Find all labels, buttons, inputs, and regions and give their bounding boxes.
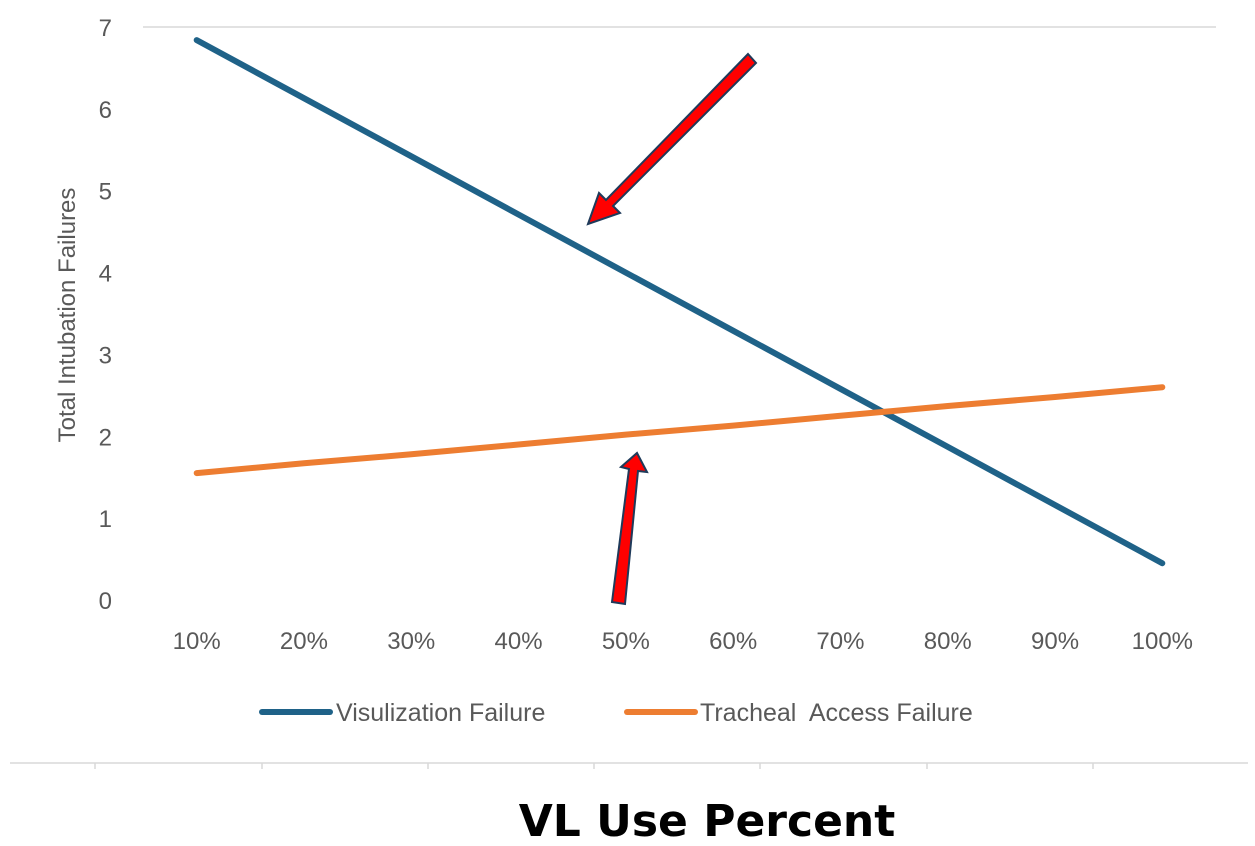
y-tick-label: 3	[99, 342, 112, 369]
legend-label-visualization: Visulization Failure	[336, 699, 545, 727]
x-tick-label: 20%	[280, 628, 328, 655]
red-arrow-down-left-icon	[586, 52, 758, 226]
x-tick-label: 30%	[387, 628, 435, 655]
series-layer	[193, 37, 1166, 567]
y-axis-title: Total Intubation Failures	[54, 188, 81, 443]
x-tick-label: 100%	[1132, 628, 1193, 655]
x-tick-label: 90%	[1031, 628, 1079, 655]
x-tick-label: 50%	[602, 628, 650, 655]
x-tick-labels: 10% 20% 30% 40% 50% 60% 70% 80% 90% 100%	[173, 628, 1193, 655]
series-line-tracheal-access-failure	[193, 384, 1166, 477]
y-tick-label: 2	[99, 424, 112, 451]
y-tick-label: 0	[99, 588, 112, 615]
legend-label-tracheal: Tracheal Access Failure	[700, 699, 973, 727]
x-tick-label: 40%	[495, 628, 543, 655]
y-tick-labels: 0 1 2 3 4 5 6 7	[99, 15, 112, 615]
x-tick-label: 80%	[924, 628, 972, 655]
x-tick-label: 10%	[173, 628, 221, 655]
legend: Visulization Failure Tracheal Access Fai…	[259, 699, 973, 727]
y-tick-label: 6	[99, 97, 112, 124]
x-axis-title: VL Use Percent	[519, 796, 896, 846]
secondary-axis-line	[10, 762, 1248, 769]
y-tick-label: 1	[99, 506, 112, 533]
y-tick-label: 5	[99, 179, 112, 206]
series-line-visualization-failure	[193, 37, 1166, 567]
red-arrow-up-icon	[610, 451, 649, 606]
x-tick-label: 60%	[709, 628, 757, 655]
x-tick-label: 70%	[816, 628, 864, 655]
y-tick-label: 4	[99, 261, 112, 288]
y-tick-label: 7	[99, 15, 112, 42]
